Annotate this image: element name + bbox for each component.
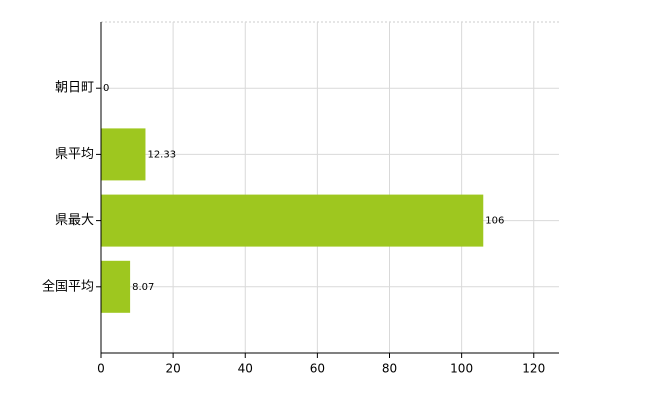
y-tick-label: 朝日町: [55, 81, 94, 96]
x-tick-label: 60: [310, 362, 325, 376]
x-tick-label: 40: [238, 362, 253, 376]
y-tick-label: 県平均: [55, 147, 94, 162]
value-label: 12.33: [147, 149, 176, 160]
y-tick-label: 全国平均: [42, 278, 94, 294]
bar: [101, 260, 131, 313]
value-label: 8.07: [132, 282, 154, 293]
bar: [101, 194, 484, 247]
value-label: 0: [103, 83, 109, 94]
x-tick-label: 80: [382, 362, 397, 376]
x-tick-label: 20: [165, 362, 180, 376]
x-tick-label: 100: [450, 362, 473, 376]
bar: [101, 128, 146, 181]
y-tick-label: 県最大: [55, 213, 94, 228]
x-tick-label: 0: [97, 362, 105, 376]
x-tick-label: 120: [522, 362, 545, 376]
value-label: 106: [485, 216, 504, 227]
